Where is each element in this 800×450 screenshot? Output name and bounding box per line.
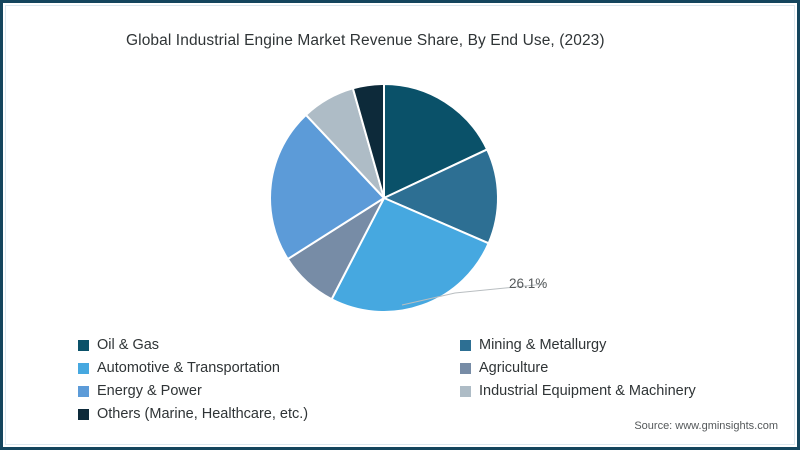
legend-column-left: Oil & Gas Automotive & Transportation En… — [78, 334, 308, 426]
legend-item-oil-gas[interactable]: Oil & Gas — [78, 334, 308, 356]
legend-label-automotive-transportation: Automotive & Transportation — [97, 359, 280, 376]
legend-swatch-icon-oil-gas — [78, 339, 89, 351]
legend-swatch-icon-others — [78, 408, 89, 420]
pie-slice[interactable]: Others (Marine, Healthcare, etc.): 4.4% — [351, 83, 385, 199]
legend-label-oil-gas: Oil & Gas — [97, 336, 160, 353]
legend-item-agriculture[interactable]: Agriculture — [460, 357, 696, 379]
legend-item-others[interactable]: Others (Marine, Healthcare, etc.) — [78, 403, 308, 425]
legend-swatch-icon-agriculture — [460, 362, 471, 374]
legend-swatch-icon-mining-metallurgy — [460, 339, 471, 351]
legend-label-industrial-equipment-machinery: Industrial Equipment & Machinery — [479, 382, 696, 399]
legend-swatch-icon-automotive-transportation — [78, 362, 89, 374]
pie-chart: Oil & Gas: 18%Mining & Metallurgy: 13.5%… — [268, 82, 500, 314]
legend-item-automotive-transportation[interactable]: Automotive & Transportation — [78, 357, 308, 379]
legend-item-industrial-equipment-machinery[interactable]: Industrial Equipment & Machinery — [460, 380, 696, 402]
pie-slice[interactable]: Energy & Power: 22% — [269, 113, 385, 261]
pie-chart-svg: Oil & Gas: 18%Mining & Metallurgy: 13.5%… — [269, 83, 499, 313]
legend-label-mining-metallurgy: Mining & Metallurgy — [479, 336, 607, 353]
legend-item-energy-power[interactable]: Energy & Power — [78, 380, 308, 402]
slice-data-label-automotive: 26.1% — [509, 276, 548, 291]
legend-label-agriculture: Agriculture — [479, 359, 549, 376]
legend-swatch-icon-energy-power — [78, 385, 89, 397]
legend-column-right: Mining & Metallurgy Agriculture Industri… — [460, 334, 696, 403]
legend-label-energy-power: Energy & Power — [97, 382, 202, 399]
source-attribution: Source: www.gminsights.com — [634, 420, 778, 432]
legend-swatch-icon-industrial-equipment-machinery — [460, 385, 471, 397]
pie-slice[interactable]: Oil & Gas: 18% — [383, 83, 489, 199]
legend-label-others: Others (Marine, Healthcare, etc.) — [97, 405, 309, 422]
legend-item-mining-metallurgy[interactable]: Mining & Metallurgy — [460, 334, 696, 356]
chart-title: Global Industrial Engine Market Revenue … — [126, 32, 605, 49]
pie-slice[interactable]: Mining & Metallurgy: 13.5% — [383, 148, 499, 245]
